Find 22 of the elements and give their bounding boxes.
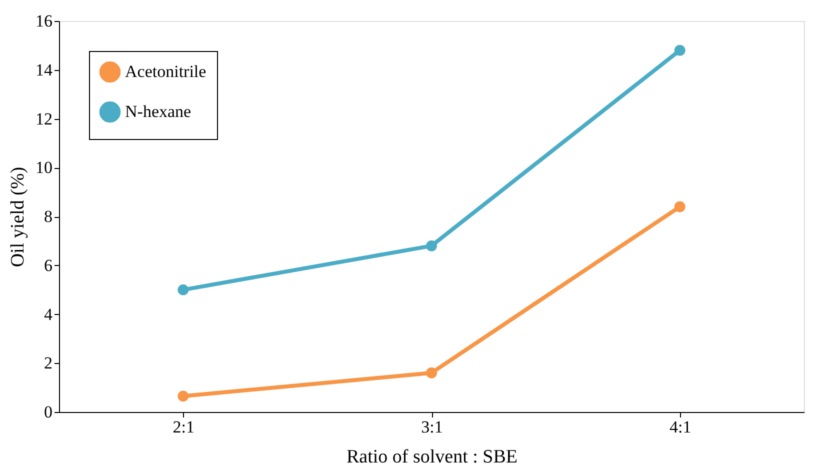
x-tick-label: 3:1: [421, 418, 443, 436]
point: [426, 367, 437, 378]
y-tick-label: 16: [36, 12, 52, 30]
x-axis-title: Ratio of solvent : SBE: [346, 446, 518, 468]
legend-label: N-hexane: [125, 102, 192, 121]
point: [178, 390, 189, 402]
point: [674, 44, 686, 56]
point: [674, 201, 686, 212]
y-tick-label: 14: [36, 60, 53, 80]
x-tick-label: 2:1: [172, 418, 195, 436]
point: [178, 284, 189, 296]
legend-label: Acetonitrile: [125, 62, 206, 81]
y-axis-title: Oil yield (%): [8, 166, 28, 268]
y-tick-label: 8: [44, 207, 52, 226]
y-tick-label: 2: [44, 354, 52, 373]
y-tick-label: 12: [36, 109, 52, 128]
y-tick-label: 4: [44, 304, 53, 324]
x-tick-label: 4:1: [669, 418, 692, 436]
y-tick-label: 10: [36, 158, 52, 178]
y-tick-label: 6: [44, 256, 52, 275]
point: [426, 240, 437, 252]
y-tick-label: 0: [44, 402, 52, 422]
